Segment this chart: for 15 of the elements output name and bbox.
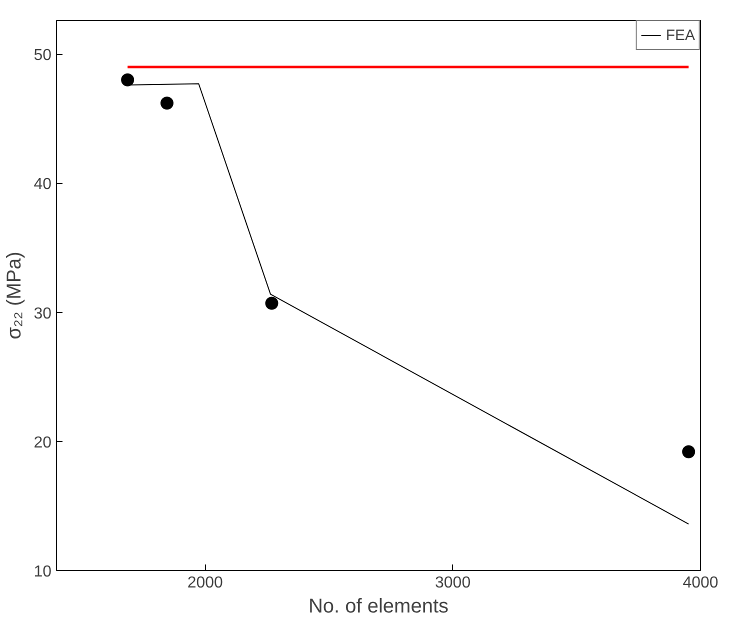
y-axis-title: σ₂₂ (MPa) xyxy=(4,252,26,340)
x-axis-title: No. of elements xyxy=(308,596,449,618)
point xyxy=(121,73,134,86)
point xyxy=(265,296,278,310)
y-tick-label: 10 xyxy=(34,564,52,580)
y-tick-label: 30 xyxy=(34,305,52,322)
y-tick-label: 20 xyxy=(34,434,52,452)
legend-label: FEA xyxy=(666,26,695,44)
x-tick-label: 2000 xyxy=(187,574,224,592)
y-tick-label: 50 xyxy=(34,47,52,64)
point xyxy=(160,96,174,110)
x-tick-label: 3000 xyxy=(435,574,471,592)
y-tick-label: 40 xyxy=(34,176,52,194)
point xyxy=(682,445,696,458)
x-tick-label: 4000 xyxy=(682,574,718,592)
